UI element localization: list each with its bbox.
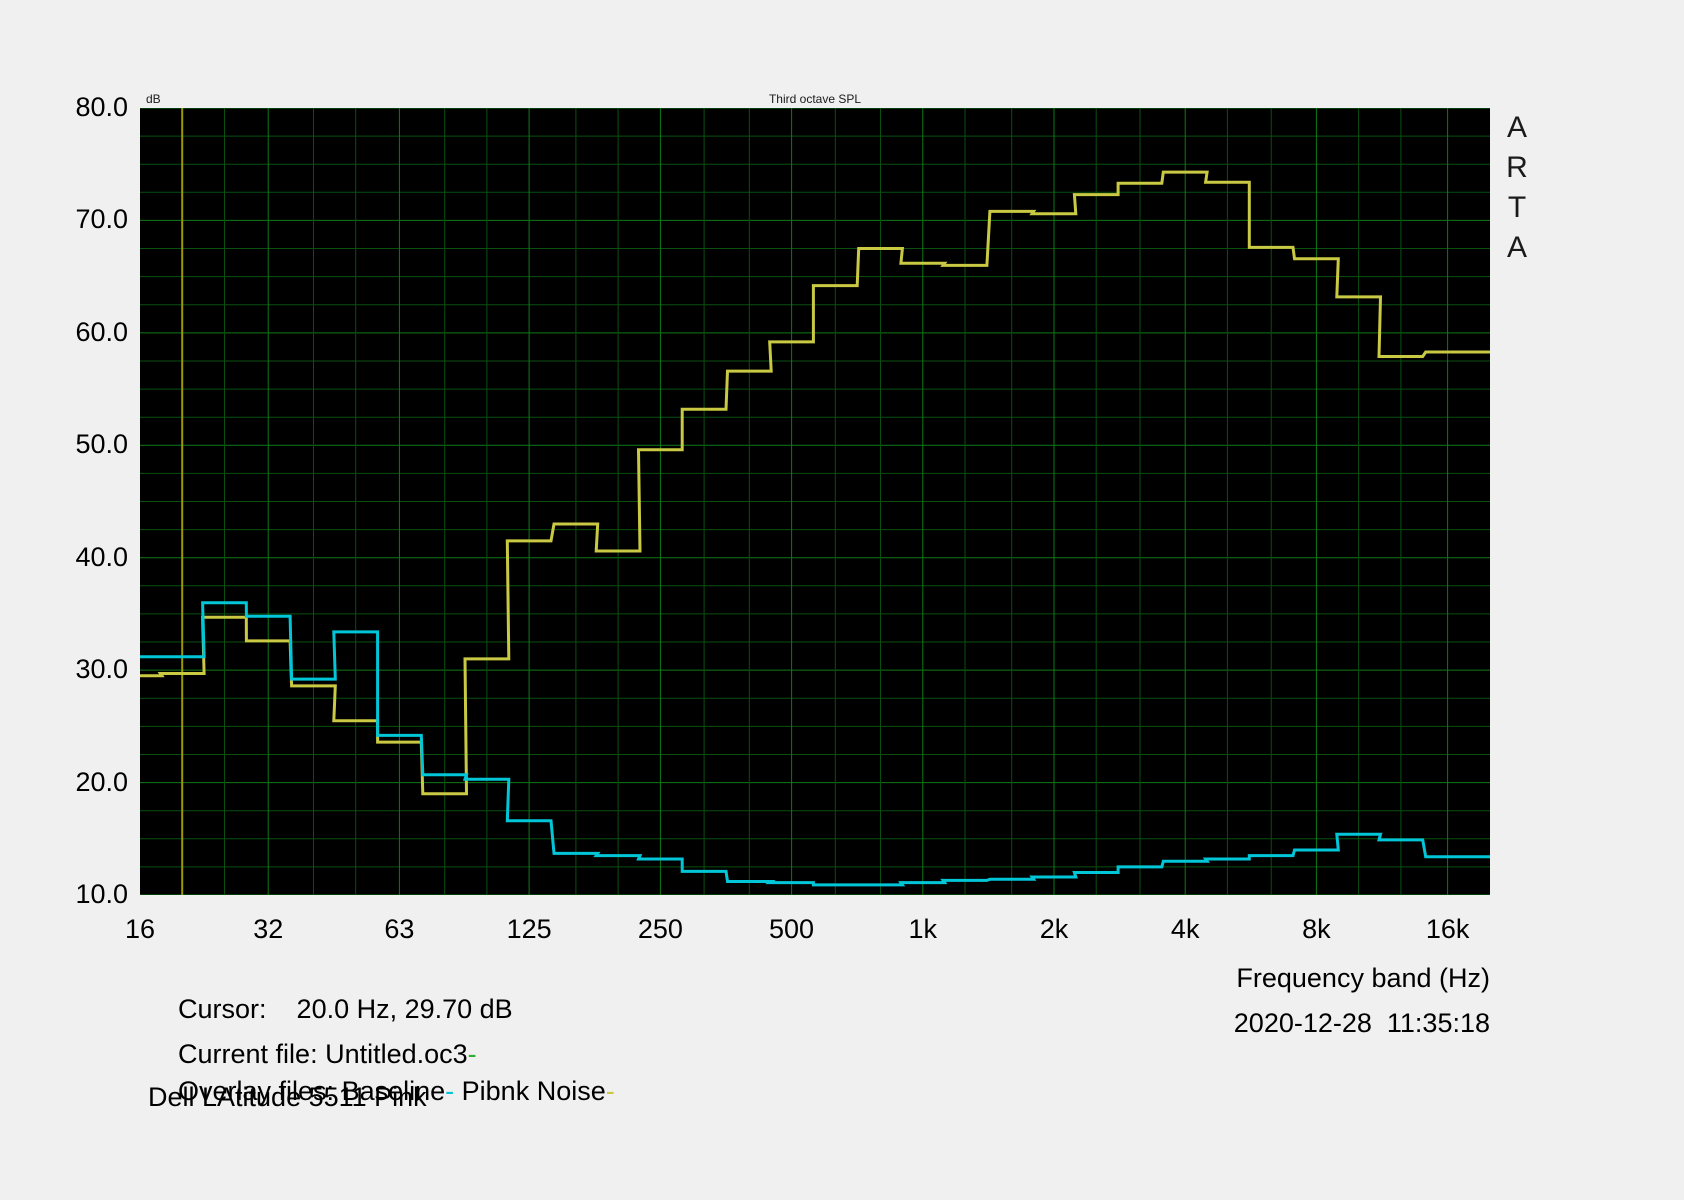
y-tick-label: 50.0	[75, 429, 128, 460]
x-tick-label: 8k	[1302, 914, 1331, 944]
current-file-color-marker: -	[467, 1039, 477, 1069]
overlay-baseline-color-marker: -	[445, 1076, 455, 1106]
x-tick-label: 500	[769, 914, 815, 944]
note-text: Dell LAtitude 5511 Pink	[148, 1082, 427, 1112]
y-tick-label: 80.0	[75, 92, 128, 122]
arta-letter: A	[1506, 111, 1527, 144]
cursor-readout: Cursor: 20.0 Hz, 29.70 dB	[148, 963, 513, 1056]
x-tick-label: 4k	[1170, 914, 1200, 944]
y-tick-label: 30.0	[75, 654, 128, 685]
y-tick-label: 20.0	[75, 766, 128, 797]
current-file-name: Untitled.oc3	[325, 1039, 468, 1069]
x-tick-label: 16	[124, 914, 156, 944]
datetime: 2020-12-28 11:35:18	[1233, 1008, 1490, 1038]
arta-letter: A	[1506, 231, 1527, 264]
x-axis-title: Frequency band (Hz)	[1236, 963, 1490, 993]
overlay-pink-color-marker: -	[605, 1076, 615, 1106]
x-tick-label: 16k	[1425, 914, 1470, 944]
current-file-row: Current file: Untitled.oc3-	[148, 1008, 477, 1101]
x-tick-label: 63	[384, 914, 415, 944]
arta-letter: R	[1506, 151, 1528, 184]
overlay-baseline-name: Baseline	[341, 1076, 446, 1106]
cursor-value: 20.0 Hz, 29.70 dB	[296, 994, 513, 1024]
cursor-label: Cursor:	[178, 994, 267, 1024]
x-tick-label: 2k	[1039, 914, 1069, 944]
arta-logo: A R T A	[1500, 108, 1534, 268]
x-tick-label: 250	[637, 914, 683, 944]
spl-chart[interactable]	[140, 108, 1490, 895]
y-tick-label: 60.0	[75, 316, 128, 347]
x-tick-label: 1k	[908, 914, 938, 944]
overlay-pink-name: Pibnk Noise	[461, 1076, 606, 1106]
plot-area[interactable]	[140, 108, 1490, 895]
overlay-files-label: Overlay files:	[178, 1076, 342, 1106]
y-tick-label: 70.0	[75, 204, 128, 235]
y-axis-unit-label: dB	[146, 92, 161, 106]
current-file-label: Current file:	[178, 1039, 326, 1069]
y-tick-label: 10.0	[75, 879, 128, 909]
arta-letter: T	[1507, 191, 1527, 224]
overlay-files-row: Overlay files: Baseline- Pibnk Noise-	[148, 1045, 615, 1138]
y-tick-label: 40.0	[75, 541, 128, 572]
x-tick-label: 32	[253, 914, 284, 944]
plot-title: Third octave SPL	[768, 92, 862, 106]
x-tick-label: 125	[506, 914, 552, 944]
